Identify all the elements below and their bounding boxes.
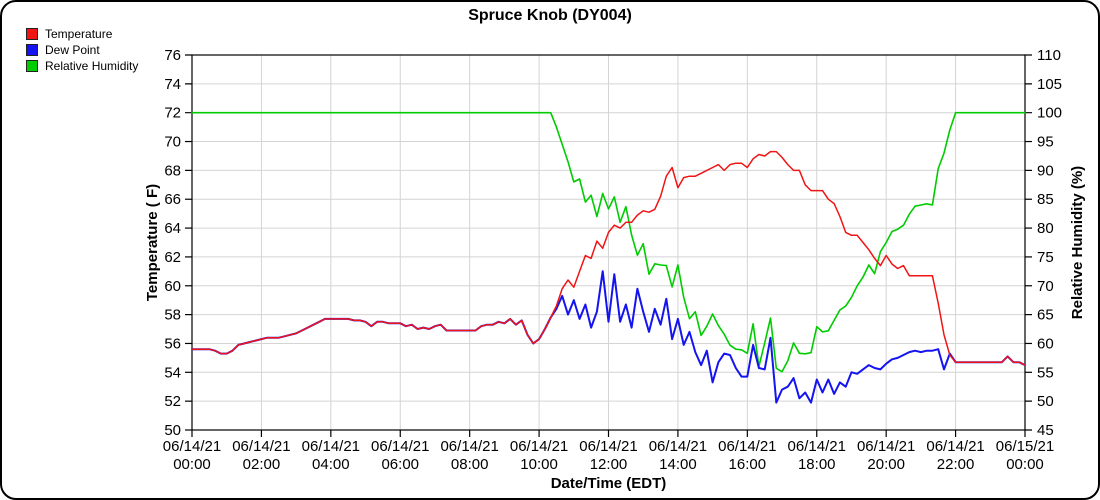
chart-title: Spruce Knob (DY004): [468, 7, 632, 24]
x-axis-title: Date/Time (EDT): [551, 475, 667, 492]
x-tick-date-label: 06/15/21: [996, 438, 1054, 455]
left-axis-tick-label: 66: [164, 191, 181, 208]
tick-labels: 76 74 72 70 68 66 64 62 60 58 56 54 52 50 110 105 100 95 9…: [163, 47, 1062, 473]
x-tick-time-label: 00:00: [1006, 456, 1044, 473]
right-axis-tick-label: 70: [1037, 278, 1054, 295]
axes: [185, 54, 1032, 437]
relative-humidity-line: [191, 111, 1026, 373]
left-axis-tick-label: 68: [164, 162, 181, 179]
left-axis-tick-label: 54: [164, 364, 181, 381]
temperature-swatch-icon: [26, 28, 38, 40]
legend: Temperature Dew Point Relative Humidity: [26, 26, 138, 74]
left-axis-tick-label: 62: [164, 249, 181, 266]
x-tick-time-label: 10:00: [520, 456, 558, 473]
legend-label: Relative Humidity: [45, 59, 139, 73]
legend-item-relative-humidity: Relative Humidity: [26, 58, 138, 74]
right-axis-tick-label: 90: [1037, 162, 1054, 179]
left-axis-tick-label: 74: [164, 76, 181, 93]
x-tick-time-label: 14:00: [659, 456, 697, 473]
x-tick-date-label: 06/14/21: [163, 438, 221, 455]
left-axis-tick-label: 64: [164, 220, 181, 237]
temperature-line: [191, 150, 1026, 366]
right-axis-tick-label: 60: [1037, 335, 1054, 352]
right-axis-tick-label: 80: [1037, 220, 1054, 237]
x-tick-time-label: 08:00: [451, 456, 489, 473]
relative-humidity-swatch-icon: [26, 60, 38, 72]
x-tick-date-label: 06/14/21: [649, 438, 707, 455]
x-tick-date-label: 06/14/21: [302, 438, 360, 455]
right-axis-tick-label: 85: [1037, 191, 1054, 208]
x-tick-date-label: 06/14/21: [718, 438, 776, 455]
right-axis-tick-label: 75: [1037, 249, 1054, 266]
x-tick-date-label: 06/14/21: [232, 438, 290, 455]
left-axis-tick-label: 56: [164, 335, 181, 352]
left-axis-tick-label: 50: [164, 422, 181, 439]
left-axis-tick-label: 60: [164, 278, 181, 295]
x-tick-time-label: 06:00: [381, 456, 419, 473]
left-axis-tick-label: 58: [164, 307, 181, 324]
x-tick-date-label: 06/14/21: [857, 438, 915, 455]
right-axis-tick-label: 65: [1037, 307, 1054, 324]
legend-label: Dew Point: [45, 43, 100, 57]
x-tick-date-label: 06/14/21: [926, 438, 984, 455]
left-axis-tick-label: 76: [164, 47, 181, 64]
x-tick-date-label: 06/14/21: [788, 438, 846, 455]
right-axis-tick-label: 110: [1037, 47, 1061, 64]
x-tick-date-label: 06/14/21: [579, 438, 637, 455]
right-axis-tick-label: 105: [1037, 76, 1062, 93]
dew-point-swatch-icon: [26, 44, 38, 56]
left-axis-title: Temperature ( F): [144, 184, 161, 301]
right-axis-tick-label: 55: [1037, 364, 1054, 381]
x-tick-date-label: 06/14/21: [440, 438, 498, 455]
left-axis-tick-label: 52: [164, 393, 181, 410]
right-axis-tick-label: 100: [1037, 105, 1062, 122]
right-axis-tick-label: 45: [1037, 422, 1054, 439]
right-axis-tick-label: 50: [1037, 393, 1054, 410]
x-tick-time-label: 20:00: [867, 456, 905, 473]
x-tick-time-label: 00:00: [173, 456, 211, 473]
x-tick-date-label: 06/14/21: [510, 438, 568, 455]
x-tick-time-label: 04:00: [312, 456, 350, 473]
legend-label: Temperature: [45, 27, 113, 41]
right-axis-tick-label: 95: [1037, 134, 1054, 151]
x-tick-time-label: 02:00: [243, 456, 281, 473]
left-axis-tick-label: 70: [164, 134, 181, 151]
x-tick-time-label: 22:00: [937, 456, 975, 473]
left-axis-tick-label: 72: [164, 105, 181, 122]
x-tick-time-label: 16:00: [729, 456, 767, 473]
gridlines: [192, 55, 1025, 430]
x-tick-date-label: 06/14/21: [371, 438, 429, 455]
x-tick-time-label: 12:00: [590, 456, 628, 473]
legend-item-temperature: Temperature: [26, 26, 138, 42]
x-tick-time-label: 18:00: [798, 456, 836, 473]
axis-titles: Temperature ( F) Relative Humidity (%) Dat…: [144, 166, 1086, 492]
right-axis-title: Relative Humidity (%): [1069, 166, 1086, 319]
legend-item-dew-point: Dew Point: [26, 42, 138, 58]
